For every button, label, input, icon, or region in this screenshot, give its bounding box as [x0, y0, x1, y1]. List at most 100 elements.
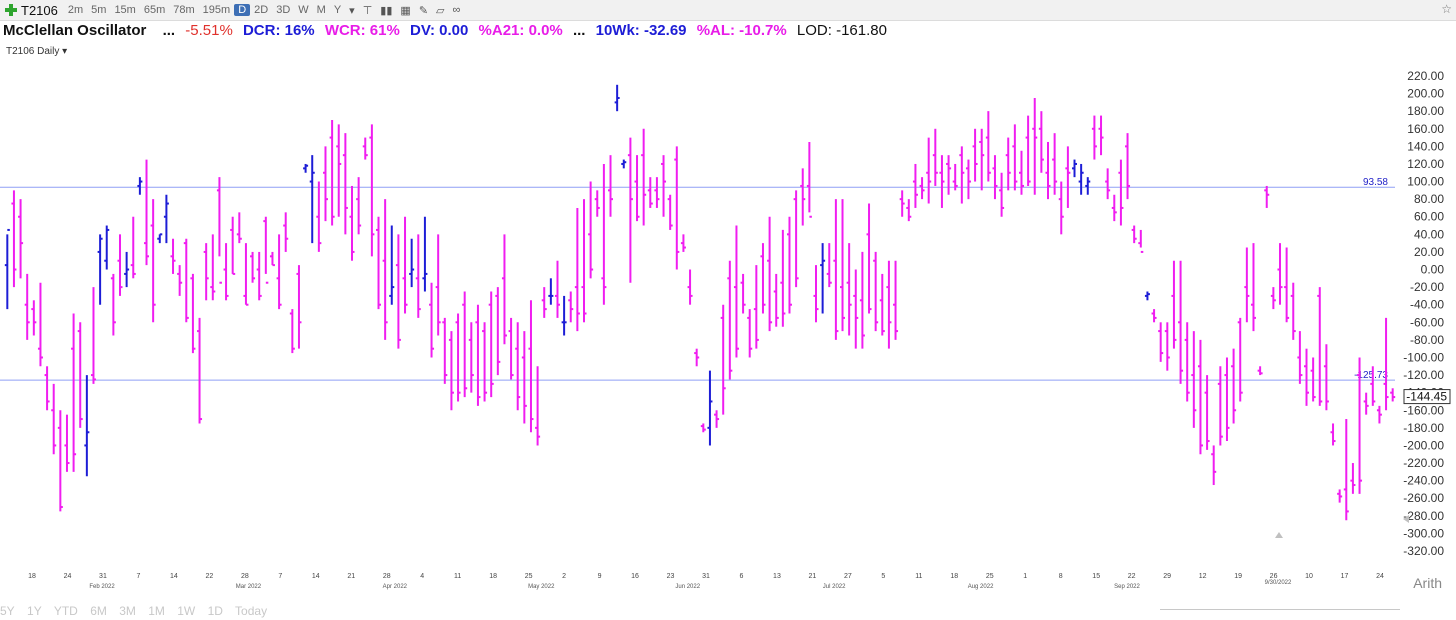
ohlc-bar: [1217, 366, 1223, 446]
timeframe-y[interactable]: Y: [333, 4, 342, 16]
ohlc-bar: [528, 300, 534, 433]
ohlc-bar: [429, 282, 435, 358]
x-month-label: Jun 2022: [675, 584, 700, 590]
x-tick-label: 17: [1341, 573, 1349, 580]
ohlc-bar: [177, 265, 183, 296]
draw-pencil-icon[interactable]: ✎: [418, 4, 429, 17]
range-1d[interactable]: 1D: [207, 604, 223, 618]
link-icon[interactable]: ∞: [452, 4, 461, 16]
ohlc-bar: [1105, 168, 1111, 200]
ohlc-bar: [700, 423, 706, 433]
y-tick-label: 100.00: [1407, 175, 1444, 189]
scale-type-label[interactable]: Arith: [1413, 575, 1442, 591]
note-icon[interactable]: ▱: [436, 4, 445, 17]
x-tick-label: 24: [1376, 573, 1384, 580]
add-symbol-icon[interactable]: [4, 3, 18, 17]
range-1m[interactable]: 1M: [148, 604, 165, 618]
x-tick-label: 28: [383, 573, 391, 580]
ohlc-bar: [899, 190, 905, 217]
timeframe-3d[interactable]: 3D: [276, 4, 291, 16]
timeframe-15m[interactable]: 15m: [114, 4, 136, 16]
reference-line-label: -125.73: [1354, 370, 1388, 381]
x-tick-label: 18: [950, 573, 958, 580]
timeframe-w[interactable]: W: [298, 4, 309, 16]
x-tick-label: 10: [1305, 573, 1313, 580]
ohlc-bar: [11, 190, 17, 288]
y-tick-label: 180.00: [1407, 104, 1444, 118]
y-tick-label: -60.00: [1410, 315, 1444, 329]
range-5y[interactable]: 5Y: [0, 604, 15, 618]
x-tick-label: 5: [881, 573, 885, 580]
ohlc-bar: [919, 177, 925, 200]
ohlc-bar: [767, 216, 773, 332]
ohlc-bar: [1363, 392, 1369, 415]
ohlc-bar: [409, 238, 415, 288]
ohlc-bar: [760, 243, 766, 314]
timeframe-2d[interactable]: 2D: [254, 4, 269, 16]
range-1y[interactable]: 1Y: [27, 604, 42, 618]
ohlc-bar: [541, 287, 547, 318]
ohlc-bar: [873, 251, 879, 332]
ohlc-bar: [435, 234, 441, 336]
ohlc-bar: [786, 216, 792, 314]
range-today[interactable]: Today: [235, 604, 268, 618]
ohlc-bar: [243, 243, 249, 306]
ohlc-bar: [250, 251, 256, 283]
range-6m[interactable]: 6M: [90, 604, 107, 618]
timeframe-65m[interactable]: 65m: [143, 4, 166, 16]
x-month-label: Jul 2022: [823, 584, 846, 590]
ohlc-bar: [1204, 375, 1210, 450]
timeframe-m[interactable]: M: [316, 4, 326, 16]
range-ytd[interactable]: YTD: [53, 604, 78, 618]
ohlc-bar: [959, 146, 965, 204]
timeframe-2m[interactable]: 2m: [67, 4, 84, 16]
volume-icon[interactable]: ▮▮: [380, 4, 393, 17]
y-tick-label: -160.00: [1403, 403, 1444, 417]
y-tick-label: 80.00: [1414, 192, 1444, 206]
y-tick-label: -320.00: [1403, 544, 1444, 558]
ohlc-bar: [594, 190, 600, 217]
ohlc-bar: [581, 199, 587, 323]
time-scrollbar[interactable]: [1160, 609, 1400, 610]
ohlc-bar: [488, 291, 494, 398]
scroll-marker-icon: [1275, 532, 1283, 538]
ohlc-bar: [468, 322, 474, 393]
range-3m[interactable]: 3M: [119, 604, 136, 618]
table-icon[interactable]: ▦: [400, 4, 411, 17]
ohlc-bar: [853, 269, 859, 349]
ohlc-bar: [1264, 185, 1270, 208]
dv-value: DV: 0.00: [410, 22, 469, 39]
favorite-star-icon[interactable]: ☆: [1441, 2, 1452, 16]
indicator-icon[interactable]: ⊤: [362, 4, 373, 17]
chart-type-icon[interactable]: ▾: [349, 4, 355, 17]
ohlc-bar: [501, 234, 507, 345]
ohlc-bar: [1018, 150, 1024, 195]
ohlc-bar: [495, 287, 501, 376]
ohlc-bar: [97, 234, 103, 305]
ohlc-bar: [422, 216, 428, 292]
ohlc-bar: [163, 194, 169, 244]
range-1w[interactable]: 1W: [177, 604, 196, 618]
timeframe-d[interactable]: D: [234, 4, 251, 16]
ohlc-bar: [1337, 489, 1343, 503]
chart-symbol-label[interactable]: T2106 Daily ▾: [6, 46, 68, 57]
ohlc-bar: [654, 177, 660, 208]
ohlc-bar: [992, 155, 998, 200]
symbol-label[interactable]: T2106: [21, 2, 58, 18]
ohlc-bar: [806, 141, 812, 218]
ohlc-bar: [77, 322, 83, 428]
x-tick-label: 31: [99, 573, 107, 580]
timeframe-195m[interactable]: 195m: [202, 4, 231, 16]
ohlc-bar: [336, 124, 342, 217]
ohlc-bar: [203, 243, 209, 301]
y-tick-label: -220.00: [1403, 456, 1444, 470]
ohlc-bar: [1244, 247, 1250, 323]
ohlc-bar: [866, 203, 872, 314]
timeframe-5m[interactable]: 5m: [91, 4, 107, 16]
ohlc-bar: [1171, 260, 1177, 349]
timeframe-78m[interactable]: 78m: [173, 4, 195, 16]
ohlc-bar: [1197, 339, 1203, 455]
x-tick-label: 16: [631, 573, 639, 580]
ohlc-bar: [44, 366, 50, 411]
